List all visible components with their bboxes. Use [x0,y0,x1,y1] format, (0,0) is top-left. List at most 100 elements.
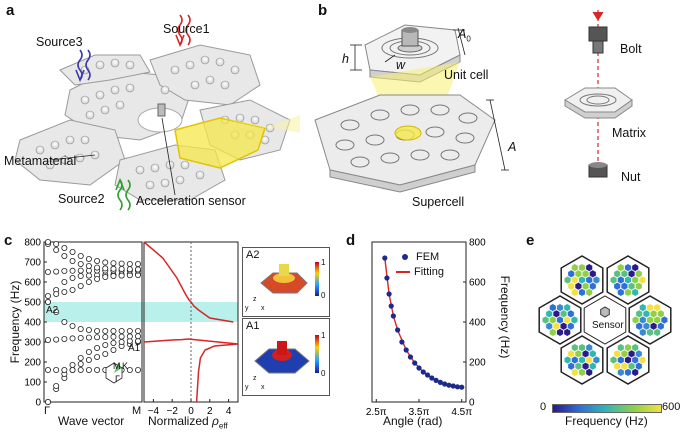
frequency-cell [571,368,579,377]
frequency-cell [635,269,643,278]
frequency-cell [613,362,621,371]
dispersion-point [94,328,101,335]
frequency-cell [589,349,597,358]
inset-a2-axis-x: x [261,305,265,312]
frequency-cell [574,269,582,278]
legend-fit-label: Fitting [414,266,444,278]
source3-label: Source3 [36,35,83,49]
frequency-cell [549,303,557,312]
frequency-cell [620,362,628,371]
inset-a1-field [254,341,310,374]
frequency-cell [639,328,647,337]
frequency-cell [653,303,661,312]
frequency-cell [578,288,586,297]
d-xtick-label: 4.5π [451,407,472,418]
frequency-cell [542,315,550,325]
frequency-cell [624,275,632,285]
dispersion-point [102,265,109,272]
frequency-cell [578,368,586,377]
c-ytick-label: 600 [24,278,41,289]
supercell-drawing [314,94,496,193]
dispersion-point [118,272,125,279]
dispersion-point [69,267,76,274]
dispersion-point [69,335,76,342]
dispersion-point [61,252,68,259]
dispersion-point [110,260,117,267]
d-ytick-label: 400 [469,318,486,329]
frequency-cell [574,349,582,358]
dim-w-label: w [396,58,406,72]
fem-point [416,365,422,371]
frequency-cell [639,303,647,312]
dispersion-point [53,246,60,253]
bolt-arrow [592,11,604,21]
frequency-cell [585,368,593,377]
matrix-label: Matrix [612,126,647,140]
inset-a2-axis-z: z [253,296,257,303]
e-colorbar [552,404,662,413]
panel-c-letter: c [4,232,13,249]
dispersion-point [69,366,76,373]
dispersion-point [61,244,68,251]
inset-a1-cb-min: 0 [321,369,326,378]
dispersion-point [85,272,92,279]
dispersion-point [45,293,52,300]
legend-fem: FEM [402,251,439,263]
inset-a2-cb-min: 0 [321,291,326,300]
panel-c-dispersion: 0 100 200 300 400 500 600 700 800 −4 −2 0 2 4 [24,238,239,417]
frequency-cell [582,282,590,291]
frequency-cell [585,275,593,285]
dispersion-point [94,334,101,341]
cluster-outline [606,335,650,385]
panel-e-frequency-map [538,255,672,385]
fem-point [437,379,443,385]
frequency-cell [585,263,593,272]
c-ytick-label: 700 [24,258,41,269]
frequency-cell [564,355,572,365]
inset-a2-axis-y: y [245,305,249,312]
inset-a1-axis-x: x [261,384,265,391]
dispersion-point [126,260,133,267]
frequency-cell [570,315,578,325]
frequency-cell [545,309,553,318]
dispersion-point [77,267,84,274]
fem-point [403,347,409,353]
frequency-cell [549,315,557,325]
dispersion-point [126,366,133,373]
dispersion-point [118,339,125,346]
dispersion-point [53,268,60,275]
highlighted-cell [394,125,422,141]
frequency-cell [571,355,579,365]
panel-d-letter: d [346,232,356,249]
inset-a1-colorbar [315,335,319,373]
dispersion-point [118,328,125,335]
panel-d-chart: 0 200 400 600 800 2.5π 3.5π 4.5π [366,238,486,419]
rho-xtick-label: −4 [148,406,160,417]
fem-point [454,384,461,390]
dispersion-point [110,333,117,340]
dispersion-point [45,269,52,276]
dispersion-point [102,259,109,266]
legend-fem-label: FEM [416,251,440,263]
dispersion-point [118,333,125,340]
c-xlabel-mid-subscript: eff [218,421,228,431]
frequency-cell [617,343,625,352]
dimension-lines [350,27,509,171]
frequency-cell [635,349,643,358]
frequency-cell [571,343,579,352]
sensor-marker [600,306,610,318]
frequency-cell [617,355,625,365]
dispersion-point [110,328,117,335]
frequency-cell [574,362,582,371]
fem-point [424,372,431,378]
c-xlabel-left: Wave vector [58,414,125,428]
dim-A-label: A [508,140,517,154]
exploded-view [564,10,633,178]
frequency-cell [556,315,564,325]
dispersion-point [118,260,125,267]
nut-label: Nut [621,170,641,184]
d-ytick-label: 0 [469,398,475,409]
dispersion-point [85,327,92,334]
bz-label-k: K [122,361,129,371]
frequency-cell [567,322,575,331]
